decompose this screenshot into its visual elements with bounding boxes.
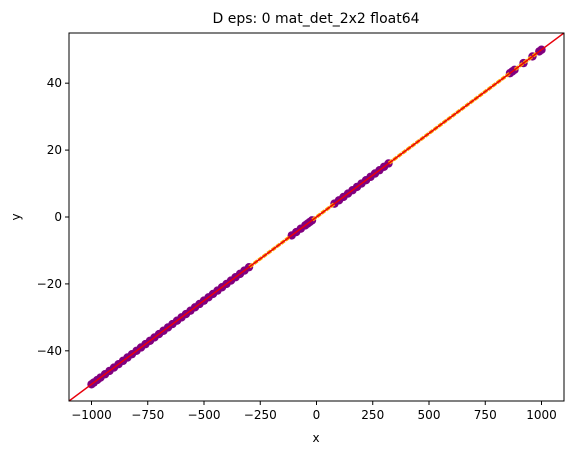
y-tick-label: 0 <box>54 210 62 224</box>
y-axis-ticks: −40 −20 0 20 40 <box>37 76 69 358</box>
y-tick-label: −40 <box>37 344 62 358</box>
x-axis-label: x <box>312 431 319 445</box>
x-tick-label: 500 <box>418 408 441 422</box>
reference-line <box>69 33 564 401</box>
x-tick-label: −1000 <box>71 408 112 422</box>
y-tick-label: 40 <box>47 76 62 90</box>
x-tick-label: 0 <box>313 408 321 422</box>
chart-title: D eps: 0 mat_det_2x2 float64 <box>212 11 419 27</box>
x-tick-label: 1000 <box>526 408 557 422</box>
x-tick-label: −500 <box>188 408 221 422</box>
data-layer <box>69 33 564 401</box>
x-tick-label: −250 <box>244 408 277 422</box>
x-tick-label: 250 <box>361 408 384 422</box>
x-axis-ticks: −1000 −750 −500 −250 0 250 500 750 1000 <box>71 401 557 422</box>
x-tick-label: −750 <box>131 408 164 422</box>
y-tick-label: −20 <box>37 277 62 291</box>
y-tick-label: 20 <box>47 143 62 157</box>
x-tick-label: 750 <box>474 408 497 422</box>
y-axis-label: y <box>9 213 23 220</box>
